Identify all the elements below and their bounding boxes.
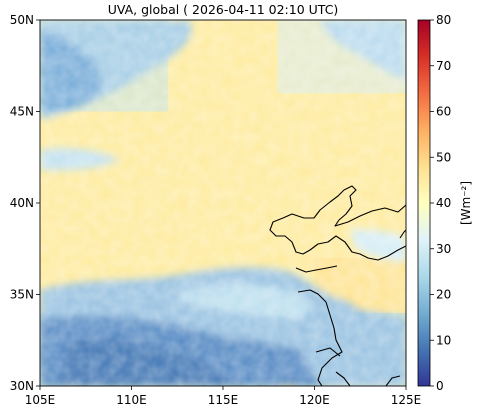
colorbar-tick-label: 40 (436, 196, 451, 210)
x-tick-label: 125E (391, 393, 422, 407)
colorbar-label: [Wm⁻²] (459, 181, 473, 225)
x-tick-label: 115E (208, 393, 239, 407)
colorbar-tick-label: 20 (436, 288, 451, 302)
y-tick-label: 35N (10, 288, 34, 302)
colorbar: 0 10 20 30 40 50 60 70 80 [Wm⁻²] (417, 13, 473, 393)
y-tick-label: 30N (10, 379, 34, 393)
colorbar-tick-label: 50 (436, 150, 451, 164)
colorbar-tick-label: 10 (436, 333, 451, 347)
colorbar-tick-label: 80 (436, 13, 451, 27)
colorbar-ramp (417, 19, 431, 387)
colorbar-tick-label: 30 (436, 242, 451, 256)
colorbar-tick-label: 60 (436, 105, 451, 119)
coastline (269, 185, 406, 386)
y-tick-label: 50N (10, 13, 34, 27)
y-tick-label: 45N (10, 105, 34, 119)
y-axis: 30N 35N 40N 45N 50N (10, 13, 40, 393)
colorbar-tick-label: 0 (436, 379, 444, 393)
colorbar-ticks: 0 10 20 30 40 50 60 70 80 (430, 13, 451, 393)
x-tick-label: 110E (116, 393, 147, 407)
field-texture (40, 20, 406, 386)
x-tick-label: 120E (299, 393, 330, 407)
chart-title: UVA, global ( 2026-04-11 02:10 UTC) (108, 2, 339, 17)
map-area (40, 20, 406, 386)
y-tick-label: 40N (10, 196, 34, 210)
x-axis: 105E 110E 115E 120E 125E (25, 386, 422, 407)
colorbar-tick-label: 70 (436, 59, 451, 73)
x-tick-label: 105E (25, 393, 56, 407)
